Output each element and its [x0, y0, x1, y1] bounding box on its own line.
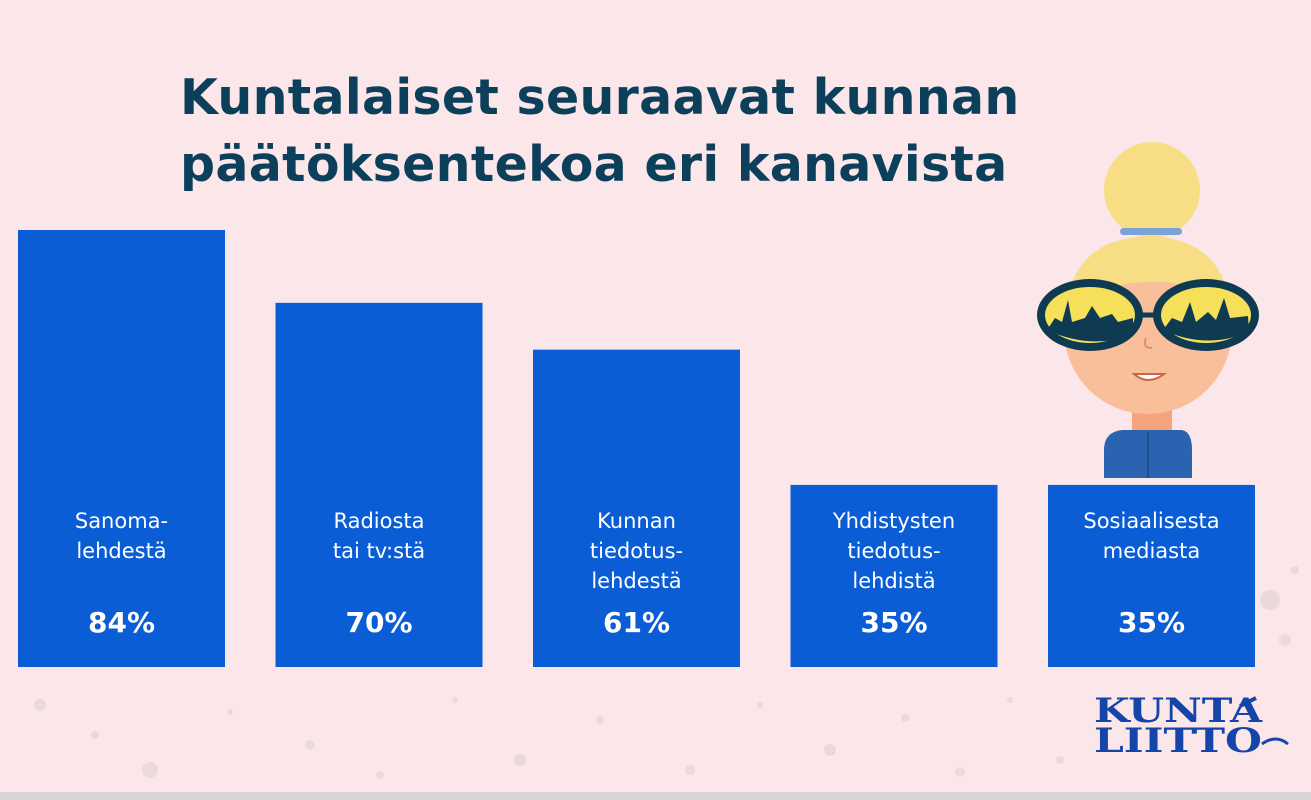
bar-value-label: 84% — [88, 606, 155, 639]
title-line-2: päätöksentekoa eri kanavista — [180, 136, 1008, 193]
bar-category-label: Yhdistysten — [832, 509, 955, 533]
bar — [18, 230, 225, 667]
bar-category-label: Kunnan — [597, 509, 676, 533]
bar-value-label: 35% — [1118, 606, 1185, 639]
logo-line-1: KUNTA — [1094, 691, 1263, 731]
bar-category-label: Radiosta — [333, 509, 424, 533]
bars-group: Sanoma-lehdestä 84% Radiosta tai tv:stä 70% K… — [18, 230, 1255, 667]
hair-tie — [1120, 228, 1182, 235]
bar — [1048, 484, 1255, 667]
sunglasses — [1037, 279, 1259, 351]
smile — [1131, 373, 1168, 381]
page-title: Kuntalaiset seuraavat kunnan päätöksente… — [180, 64, 1020, 198]
speckle-texture — [34, 566, 1299, 779]
bar-category-label: lehdistä — [852, 569, 935, 593]
title-line-1: Kuntalaiset seuraavat kunnan — [180, 69, 1020, 126]
bar-category-label: Sanoma- — [75, 509, 168, 533]
woman-with-sunglasses-illustration — [1037, 142, 1259, 478]
hair — [1066, 236, 1230, 315]
hair-bun — [1104, 142, 1200, 238]
bar-category-label: tiedotus- — [847, 539, 940, 563]
bar — [790, 484, 998, 667]
bar-category-label: tai tv:stä — [333, 539, 425, 563]
bar — [533, 349, 740, 667]
bar-value-label: 35% — [860, 606, 927, 639]
bar-category-label: tiedotus- — [590, 539, 683, 563]
bar-category-label: lehdestä — [76, 539, 166, 563]
bar-value-label: 70% — [345, 606, 412, 639]
bar — [275, 302, 483, 667]
bar-value-label: 61% — [603, 606, 670, 639]
bar-category-label: lehdestä — [591, 569, 681, 593]
kuntaliitto-logo: KUNTA LIITTO — [1094, 691, 1289, 761]
bar-category-label: Sosiaalisesta — [1083, 509, 1219, 533]
bar-category-label: mediasta — [1103, 539, 1200, 563]
bottom-strip — [0, 792, 1311, 800]
logo-line-2: LIITTO — [1094, 721, 1262, 761]
nose — [1143, 337, 1153, 349]
